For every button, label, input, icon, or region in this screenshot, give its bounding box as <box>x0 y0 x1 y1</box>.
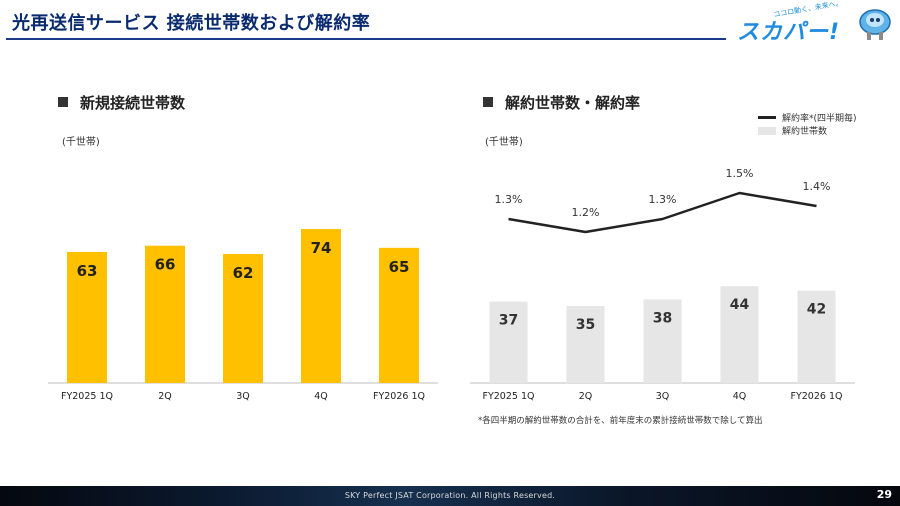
right-chart-value-label: 42 <box>807 302 826 318</box>
right-chart-value-label: 37 <box>499 313 518 329</box>
churn-rate-label: 1.3% <box>649 193 677 206</box>
page-number: 29 <box>876 488 892 501</box>
left-chart-value-label: 62 <box>233 264 254 282</box>
right-chart-bar <box>797 290 836 383</box>
right-chart-value-label: 38 <box>653 310 672 326</box>
slide-header: 光再送信サービス 接続世帯数および解約率 ココロ動く、未来へ。 スカパー! <box>0 0 900 45</box>
churn-rate-label: 1.4% <box>803 180 831 193</box>
right-chart-x-tick: 4Q <box>733 391 747 402</box>
logo-text: スカパー! <box>737 20 841 45</box>
left-heading-text: 新規接続世帯数 <box>80 94 186 112</box>
right-chart-bar <box>643 299 682 383</box>
legend-bar-label: 解約世帯数 <box>782 127 828 137</box>
right-chart-bar <box>566 306 605 383</box>
right-chart-value-label: 44 <box>730 297 750 313</box>
left-chart-value-label: 74 <box>311 239 332 257</box>
square-bullet-icon <box>483 97 493 107</box>
right-chart-x-tick: FY2026 1Q <box>791 391 843 402</box>
right-chart-bar <box>489 301 528 383</box>
right-chart-x-tick: 2Q <box>579 391 593 402</box>
churn-rate-line <box>508 191 817 234</box>
left-chart-value-label: 66 <box>155 256 176 274</box>
right-unit-label: (千世帯) <box>485 137 523 148</box>
chart-legend: 解約率*(四半期毎) 解約世帯数 <box>758 111 857 137</box>
line-swatch <box>758 116 776 119</box>
right-chart-x-tick: 3Q <box>656 391 670 402</box>
churn-rate-label: 1.2% <box>572 206 600 219</box>
legend-line-label: 解約率*(四半期毎) <box>782 114 857 124</box>
square-bullet-icon <box>58 97 68 107</box>
left-chart-value-label: 65 <box>389 258 410 276</box>
left-chart-bar <box>145 245 185 383</box>
left-chart-bar <box>223 254 263 383</box>
left-chart-x-tick: 4Q <box>314 391 328 402</box>
right-chart-value-label: 35 <box>576 317 595 333</box>
right-section-heading: 解約世帯数・解約率 <box>483 92 640 113</box>
copyright-text: SKY Perfect JSAT Corporation. All Rights… <box>344 491 556 500</box>
left-chart-bar <box>301 229 341 383</box>
left-chart-x-tick: FY2026 1Q <box>373 391 425 402</box>
slide-title: 光再送信サービス 接続世帯数および解約率 <box>12 13 371 34</box>
right-chart-x-tick: FY2025 1Q <box>483 391 535 402</box>
title-underline <box>6 38 726 40</box>
left-chart-bar <box>379 247 419 383</box>
churn-rate-label: 1.5% <box>726 167 754 180</box>
skyperfect-logo: ココロ動く、未来へ。 スカパー! <box>735 0 895 45</box>
left-chart-x-tick: FY2025 1Q <box>61 391 113 402</box>
legend-item-line: 解約率*(四半期毎) <box>758 111 857 124</box>
left-unit-label: (千世帯) <box>62 137 100 148</box>
legend-item-bar: 解約世帯数 <box>758 124 857 137</box>
left-chart-x-tick: 3Q <box>236 391 250 402</box>
left-chart-x-tick: 2Q <box>158 391 172 402</box>
left-section-heading: 新規接続世帯数 <box>58 92 185 113</box>
slide-footer: SKY Perfect JSAT Corporation. All Rights… <box>0 486 900 506</box>
right-chart-bar <box>720 286 759 383</box>
churn-rate-label: 1.3% <box>495 193 523 206</box>
footnote: *各四半期の解約世帯数の合計を、前年度末の累計接続世帯数で除して算出 <box>478 416 763 426</box>
left-chart-bar <box>67 251 107 383</box>
left-chart-value-label: 63 <box>77 262 98 280</box>
right-heading-text: 解約世帯数・解約率 <box>505 94 641 112</box>
mascot-icon <box>859 9 891 40</box>
bar-swatch <box>758 126 776 135</box>
charts-canvas: 63 FY2025 1Q 66 2Q 62 3Q 74 4Q 65 FY2026 1Q 37 FY20… <box>48 167 855 402</box>
